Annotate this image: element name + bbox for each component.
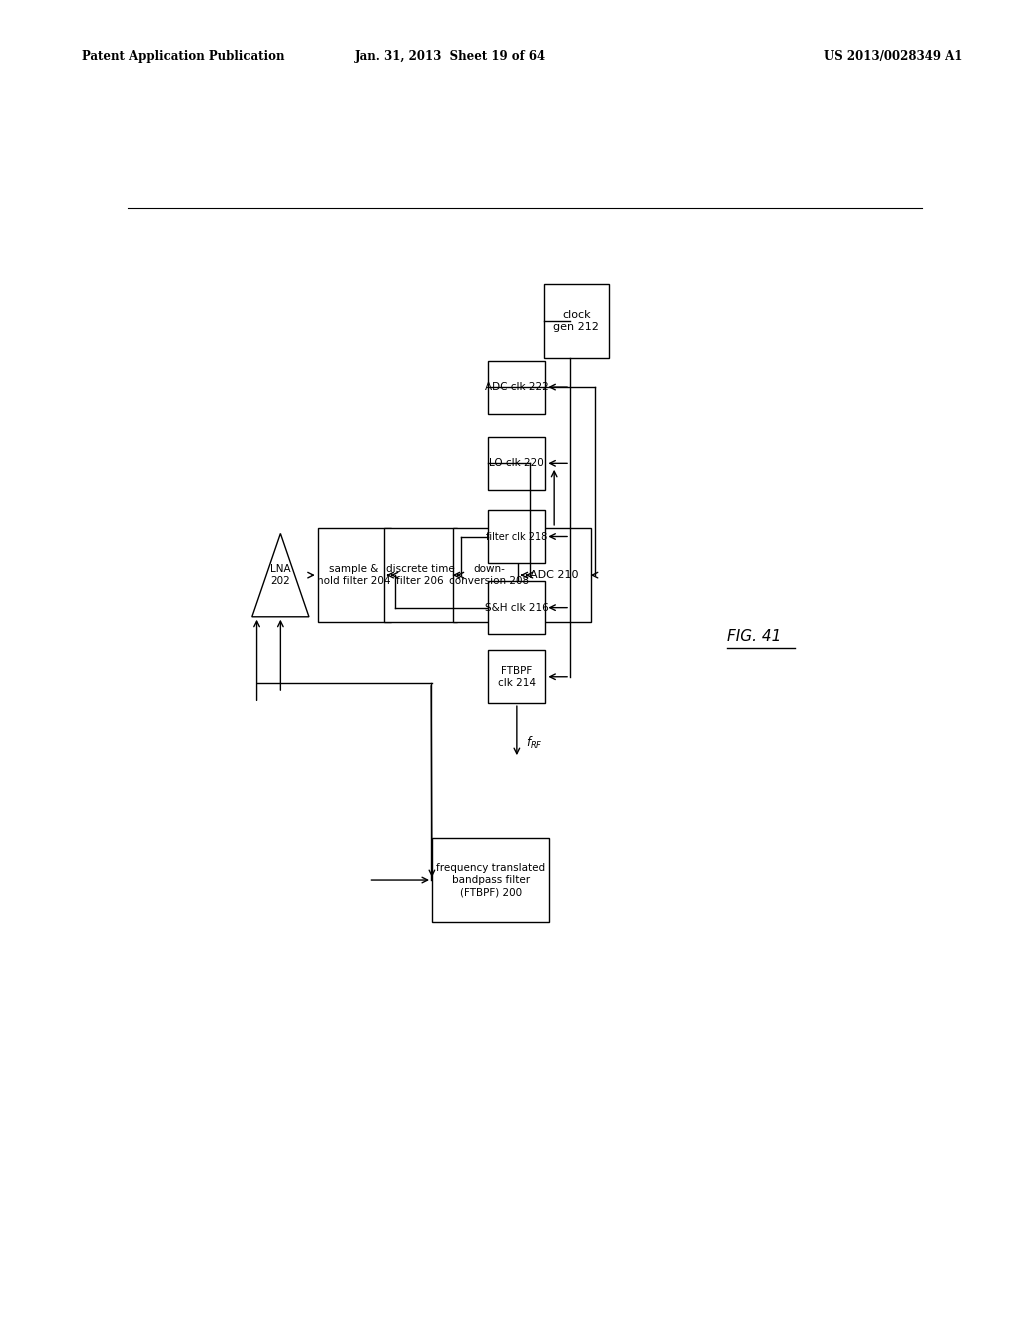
Text: $f_{RF}$: $f_{RF}$	[526, 735, 543, 751]
Text: Patent Application Publication: Patent Application Publication	[82, 50, 285, 63]
FancyBboxPatch shape	[488, 437, 546, 490]
Text: FIG. 41: FIG. 41	[727, 628, 781, 644]
Text: filter clk 218: filter clk 218	[486, 532, 548, 541]
FancyBboxPatch shape	[544, 284, 609, 358]
FancyBboxPatch shape	[488, 510, 546, 562]
Text: S&H clk 216: S&H clk 216	[485, 603, 549, 612]
FancyBboxPatch shape	[317, 528, 391, 623]
Text: sample &
hold filter 204: sample & hold filter 204	[317, 564, 391, 586]
FancyBboxPatch shape	[518, 528, 591, 623]
Text: ADC clk 222: ADC clk 222	[485, 381, 549, 392]
FancyBboxPatch shape	[384, 528, 457, 623]
FancyBboxPatch shape	[453, 528, 525, 623]
Text: US 2013/0028349 A1: US 2013/0028349 A1	[824, 50, 963, 63]
Text: LO clk 220: LO clk 220	[489, 458, 544, 469]
Text: clock
gen 212: clock gen 212	[553, 310, 599, 333]
Text: LNA
202: LNA 202	[270, 565, 291, 586]
Text: ADC 210: ADC 210	[529, 570, 579, 579]
Text: down-
conversion 208: down- conversion 208	[450, 564, 529, 586]
FancyBboxPatch shape	[488, 360, 546, 413]
Text: FTBPF
clk 214: FTBPF clk 214	[498, 665, 536, 688]
Text: discrete time
filter 206: discrete time filter 206	[386, 564, 455, 586]
Text: Jan. 31, 2013  Sheet 19 of 64: Jan. 31, 2013 Sheet 19 of 64	[355, 50, 546, 63]
FancyBboxPatch shape	[432, 838, 550, 921]
Text: frequency translated
bandpass filter
(FTBPF) 200: frequency translated bandpass filter (FT…	[436, 863, 545, 898]
FancyBboxPatch shape	[488, 581, 546, 634]
FancyBboxPatch shape	[488, 651, 546, 704]
